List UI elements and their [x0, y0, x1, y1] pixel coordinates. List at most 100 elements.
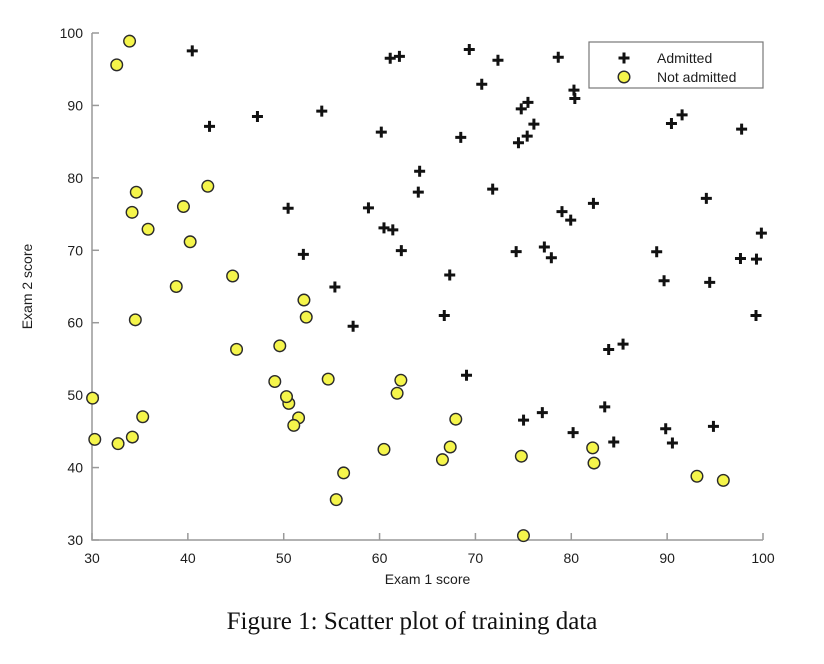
y-tick-label: 60: [67, 315, 83, 331]
admitted-marker: [455, 131, 467, 143]
not-admitted-marker: [129, 185, 143, 199]
admitted-marker: [329, 281, 341, 293]
axes-spines: [91, 33, 763, 541]
admitted-marker: [384, 52, 396, 64]
series-not-admitted: [86, 34, 730, 543]
admitted-marker: [512, 137, 524, 149]
admitted-marker: [660, 423, 672, 435]
admitted-marker: [700, 192, 712, 204]
y-tick-label: 80: [67, 170, 83, 186]
admitted-marker: [651, 246, 663, 258]
legend-label: Admitted: [657, 50, 712, 66]
not-admitted-marker: [394, 373, 408, 387]
admitted-marker: [750, 309, 762, 321]
not-admitted-marker: [435, 453, 449, 467]
not-admitted-marker: [443, 440, 457, 454]
x-tick-label: 50: [276, 550, 292, 566]
not-admitted-marker: [297, 293, 311, 307]
not-admitted-marker: [449, 412, 463, 426]
not-admitted-marker: [690, 469, 704, 483]
admitted-marker: [378, 222, 390, 234]
not-admitted-marker: [125, 430, 139, 444]
admitted-marker: [297, 248, 309, 260]
x-axis-label: Exam 1 score: [385, 571, 471, 587]
admitted-marker: [755, 227, 767, 239]
admitted-marker: [251, 110, 263, 122]
admitted-marker: [518, 414, 530, 426]
not-admitted-marker: [299, 310, 313, 324]
not-admitted-marker: [176, 200, 190, 214]
x-tick-label: 30: [84, 550, 100, 566]
admitted-marker: [412, 186, 424, 198]
admitted-marker: [395, 245, 407, 257]
not-admitted-marker: [226, 269, 240, 283]
admitted-marker: [536, 407, 548, 419]
admitted-marker: [587, 197, 599, 209]
admitted-marker: [444, 269, 456, 281]
not-admitted-marker: [123, 34, 137, 48]
not-admitted-marker: [273, 339, 287, 353]
series-admitted: [186, 44, 767, 449]
admitted-marker: [463, 44, 475, 56]
not-admitted-marker: [136, 410, 150, 424]
admitted-marker: [617, 338, 629, 350]
admitted-marker: [565, 214, 577, 226]
admitted-marker: [545, 252, 557, 264]
legend-box: [588, 41, 764, 89]
not-admitted-marker: [183, 235, 197, 249]
not-admitted-marker: [390, 386, 404, 400]
legend-circle-icon: [617, 70, 631, 84]
admitted-marker: [186, 45, 198, 57]
y-tick-label: 30: [67, 532, 83, 548]
admitted-marker: [387, 224, 399, 236]
x-tick-label: 90: [659, 550, 675, 566]
x-tick-label: 100: [751, 550, 775, 566]
admitted-marker: [204, 120, 216, 132]
x-tick-label: 70: [468, 550, 484, 566]
admitted-marker: [538, 241, 550, 253]
admitted-marker: [734, 253, 746, 265]
y-tick-label: 40: [67, 460, 83, 476]
admitted-marker: [510, 246, 522, 258]
admitted-marker: [750, 253, 762, 265]
not-admitted-marker: [716, 473, 730, 487]
figure-caption: Figure 1: Scatter plot of training data: [226, 608, 598, 635]
y-tick-label: 50: [67, 387, 83, 403]
x-tick-label: 60: [372, 550, 388, 566]
not-admitted-marker: [169, 280, 183, 294]
not-admitted-marker: [329, 493, 343, 507]
not-admitted-marker: [110, 58, 124, 72]
not-admitted-marker: [377, 442, 391, 456]
admitted-marker: [476, 78, 488, 90]
admitted-marker: [552, 51, 564, 63]
admitted-marker: [603, 343, 615, 355]
admitted-marker: [487, 183, 499, 195]
legend: Admitted Not admitted: [588, 41, 764, 89]
not-admitted-marker: [125, 205, 139, 219]
not-admitted-marker: [516, 529, 530, 543]
not-admitted-marker: [514, 449, 528, 463]
admitted-marker: [736, 123, 748, 135]
y-tick-label: 100: [60, 25, 84, 41]
not-admitted-marker: [586, 441, 600, 455]
admitted-marker: [461, 369, 473, 381]
admitted-marker: [522, 96, 534, 108]
admitted-marker: [676, 109, 688, 121]
admitted-marker: [704, 276, 716, 288]
scatter-plot: 30 40 50 60 70 80 90 100 30 40 50 60 70 80 90 100 Exam 1…: [19, 25, 775, 587]
admitted-marker: [316, 105, 328, 117]
not-admitted-marker: [128, 313, 142, 327]
not-admitted-marker: [321, 372, 335, 386]
admitted-marker: [599, 401, 611, 413]
legend-plus-icon: [618, 52, 630, 64]
not-admitted-marker: [268, 375, 282, 389]
not-admitted-marker: [230, 342, 244, 356]
admitted-marker: [569, 92, 581, 104]
admitted-marker: [707, 420, 719, 432]
not-admitted-marker: [587, 456, 601, 470]
admitted-marker: [438, 310, 450, 322]
not-admitted-marker: [287, 418, 301, 432]
admitted-marker: [608, 436, 620, 448]
legend-label: Not admitted: [657, 69, 736, 85]
